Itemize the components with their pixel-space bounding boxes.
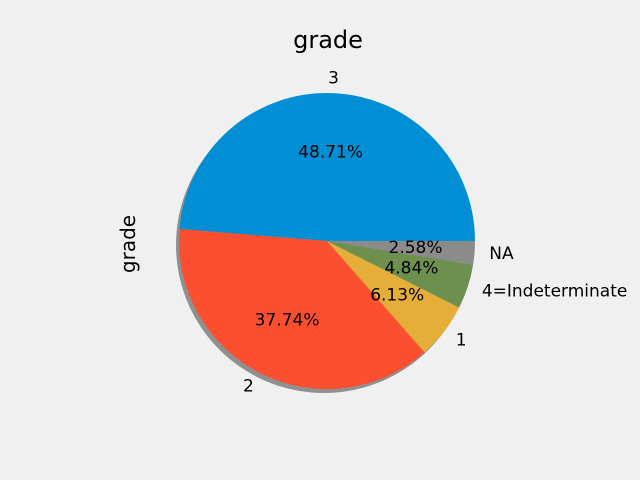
slice-percent-label: 6.13% xyxy=(370,285,424,305)
slice-percent-label: 4.84% xyxy=(384,258,438,278)
slice-percent-label: 2.58% xyxy=(389,238,443,258)
pie-slice xyxy=(327,241,474,308)
pie-labels: 3 48.71% 2 37.74% 1 6.13% 4=Indeterminate 4.84%… xyxy=(243,68,627,396)
slice-category-label: NA xyxy=(489,244,514,264)
slice-percent-label: 37.74% xyxy=(255,310,320,330)
slice-category-label: 2 xyxy=(243,376,254,396)
pie-slice xyxy=(179,92,476,242)
pie-slice xyxy=(179,229,425,389)
slice-category-label: 1 xyxy=(456,331,467,351)
slice-category-label: 3 xyxy=(328,68,339,88)
slice-percent-label: 48.71% xyxy=(298,142,363,162)
y-axis-label: grade xyxy=(116,215,140,273)
chart-title: grade xyxy=(293,26,363,54)
pie-slices xyxy=(179,92,476,389)
pie-slice xyxy=(327,241,475,265)
pie-slice xyxy=(327,241,460,353)
slice-category-label: 4=Indeterminate xyxy=(482,281,628,301)
